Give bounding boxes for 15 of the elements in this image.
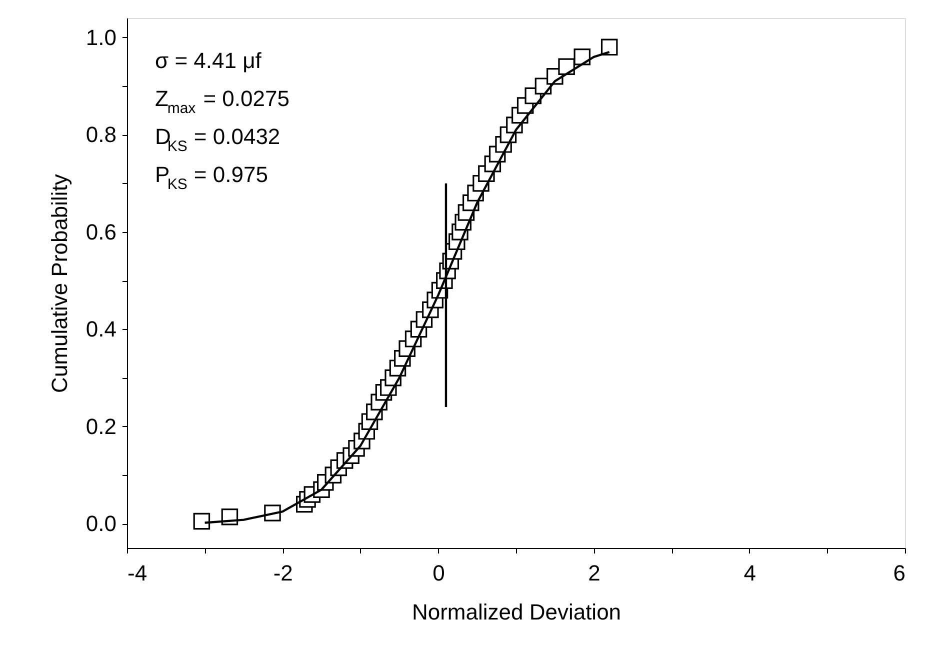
x-tick-label: 4: [744, 560, 756, 586]
y-tick-label: 0.6: [86, 219, 116, 244]
x-axis-title: Normalized Deviation: [412, 600, 622, 624]
x-tick-label: 2: [588, 560, 600, 586]
x-tick-label: 0: [432, 560, 445, 586]
y-tick-label: 0.2: [86, 414, 116, 439]
x-tick-label: -2: [273, 560, 293, 586]
annotation: σ = 4.41 μf: [155, 48, 262, 73]
y-tick-label: 0.8: [86, 122, 116, 148]
y-tick-label: 0.0: [86, 511, 116, 536]
y-tick-label: 0.4: [86, 316, 116, 342]
y-tick-label: 1.0: [86, 24, 116, 50]
x-tick-label: 6: [893, 560, 906, 586]
y-axis-title: Cumulative Probability: [46, 174, 72, 393]
x-tick-label: -4: [128, 560, 148, 586]
